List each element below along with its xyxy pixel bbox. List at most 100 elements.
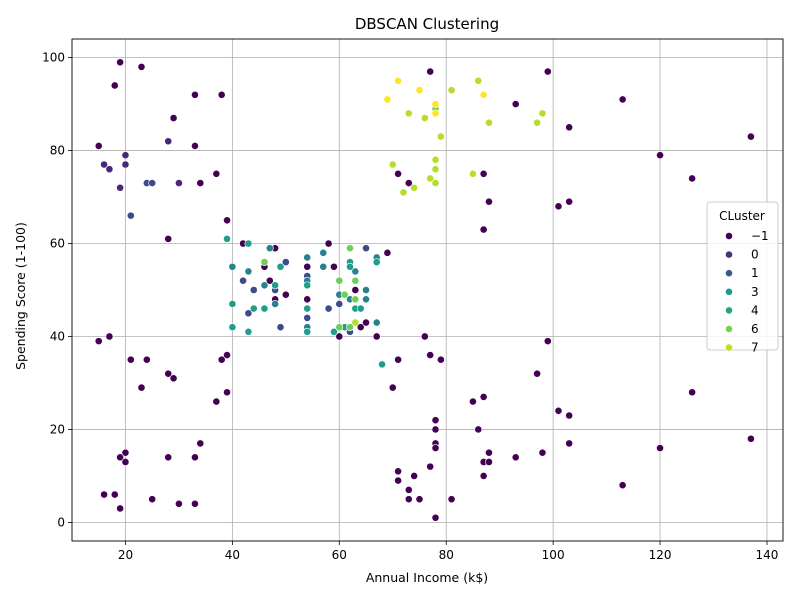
data-point <box>142 355 151 364</box>
data-point <box>191 499 199 508</box>
data-point <box>121 151 130 160</box>
data-point <box>533 118 541 127</box>
x-tick-label: 120 <box>649 548 672 562</box>
data-point <box>426 174 435 183</box>
x-axis-ticks: 20 40 60 80 100 120 140 <box>118 541 778 562</box>
data-point <box>351 318 360 327</box>
data-point <box>538 109 547 118</box>
y-tick-label: 0 <box>57 515 65 529</box>
data-point <box>383 248 392 257</box>
legend-label: 4 <box>751 303 759 317</box>
data-point <box>191 453 199 462</box>
data-point <box>565 411 574 420</box>
data-point <box>249 286 258 294</box>
y-tick-label: 40 <box>50 329 65 343</box>
data-point <box>485 197 493 206</box>
data-point <box>271 300 280 308</box>
y-axis-ticks: 0 20 40 60 80 100 <box>42 51 72 529</box>
data-point <box>431 425 440 434</box>
data-point <box>196 439 205 448</box>
data-point <box>175 499 183 508</box>
data-point <box>281 290 290 299</box>
data-point <box>688 388 697 397</box>
data-point <box>747 132 755 141</box>
data-point <box>372 332 381 341</box>
legend-label: 3 <box>751 285 759 299</box>
legend-box <box>706 201 779 351</box>
data-point <box>565 123 574 132</box>
data-point <box>747 434 755 443</box>
data-point <box>223 351 231 359</box>
data-point <box>554 406 563 415</box>
data-point <box>436 355 445 364</box>
data-point <box>431 513 440 522</box>
data-point <box>116 58 125 67</box>
y-tick-label: 20 <box>50 422 65 436</box>
data-point <box>228 262 237 271</box>
data-point <box>276 262 285 271</box>
data-point <box>474 76 483 85</box>
data-point <box>404 495 413 504</box>
data-point <box>244 309 253 318</box>
data-point <box>479 90 488 99</box>
data-point <box>538 448 547 457</box>
data-point <box>372 258 381 267</box>
data-point <box>394 467 402 476</box>
data-point <box>356 304 365 313</box>
data-point <box>479 169 488 178</box>
x-axis-label: Annual Income (k$) <box>366 570 488 585</box>
data-point <box>105 332 114 341</box>
data-point <box>330 262 338 271</box>
data-point <box>511 453 520 462</box>
legend-label: 7 <box>751 341 759 355</box>
data-point <box>388 160 397 169</box>
data-point <box>362 286 370 294</box>
data-point <box>410 183 419 192</box>
y-tick-label: 80 <box>50 144 65 158</box>
data-point <box>346 262 354 271</box>
legend: CLuster −1 0 1 3 4 6 7 <box>706 201 779 355</box>
data-point <box>618 481 627 490</box>
data-point <box>479 225 488 234</box>
data-point <box>431 109 440 118</box>
data-point <box>479 472 488 480</box>
data-point <box>121 448 130 457</box>
data-point <box>281 258 290 267</box>
data-point <box>543 337 552 346</box>
data-point <box>137 383 146 392</box>
data-point <box>303 295 312 304</box>
legend-marker <box>725 232 733 240</box>
data-point <box>260 304 269 313</box>
data-point <box>223 234 231 243</box>
data-point <box>148 179 157 187</box>
data-point <box>533 369 541 378</box>
data-point <box>94 337 103 346</box>
data-point <box>137 62 146 71</box>
data-point <box>244 239 253 248</box>
data-point <box>121 160 130 169</box>
legend-label: 0 <box>751 248 759 262</box>
data-point <box>116 183 125 192</box>
data-point <box>362 318 370 327</box>
data-point <box>410 472 419 480</box>
legend-marker <box>725 306 733 315</box>
data-point <box>335 323 344 332</box>
data-point <box>126 211 135 220</box>
data-point <box>100 160 108 169</box>
data-point <box>688 174 697 183</box>
data-point <box>105 165 114 174</box>
data-point <box>479 393 488 401</box>
data-point <box>618 95 627 104</box>
data-point <box>94 142 103 150</box>
data-point <box>196 179 205 187</box>
data-point <box>324 239 333 248</box>
data-point <box>169 114 178 122</box>
data-point <box>420 114 429 122</box>
data-point <box>469 169 477 178</box>
data-point <box>191 142 199 150</box>
data-point <box>362 295 370 304</box>
data-points <box>94 58 755 522</box>
data-point <box>346 244 354 253</box>
